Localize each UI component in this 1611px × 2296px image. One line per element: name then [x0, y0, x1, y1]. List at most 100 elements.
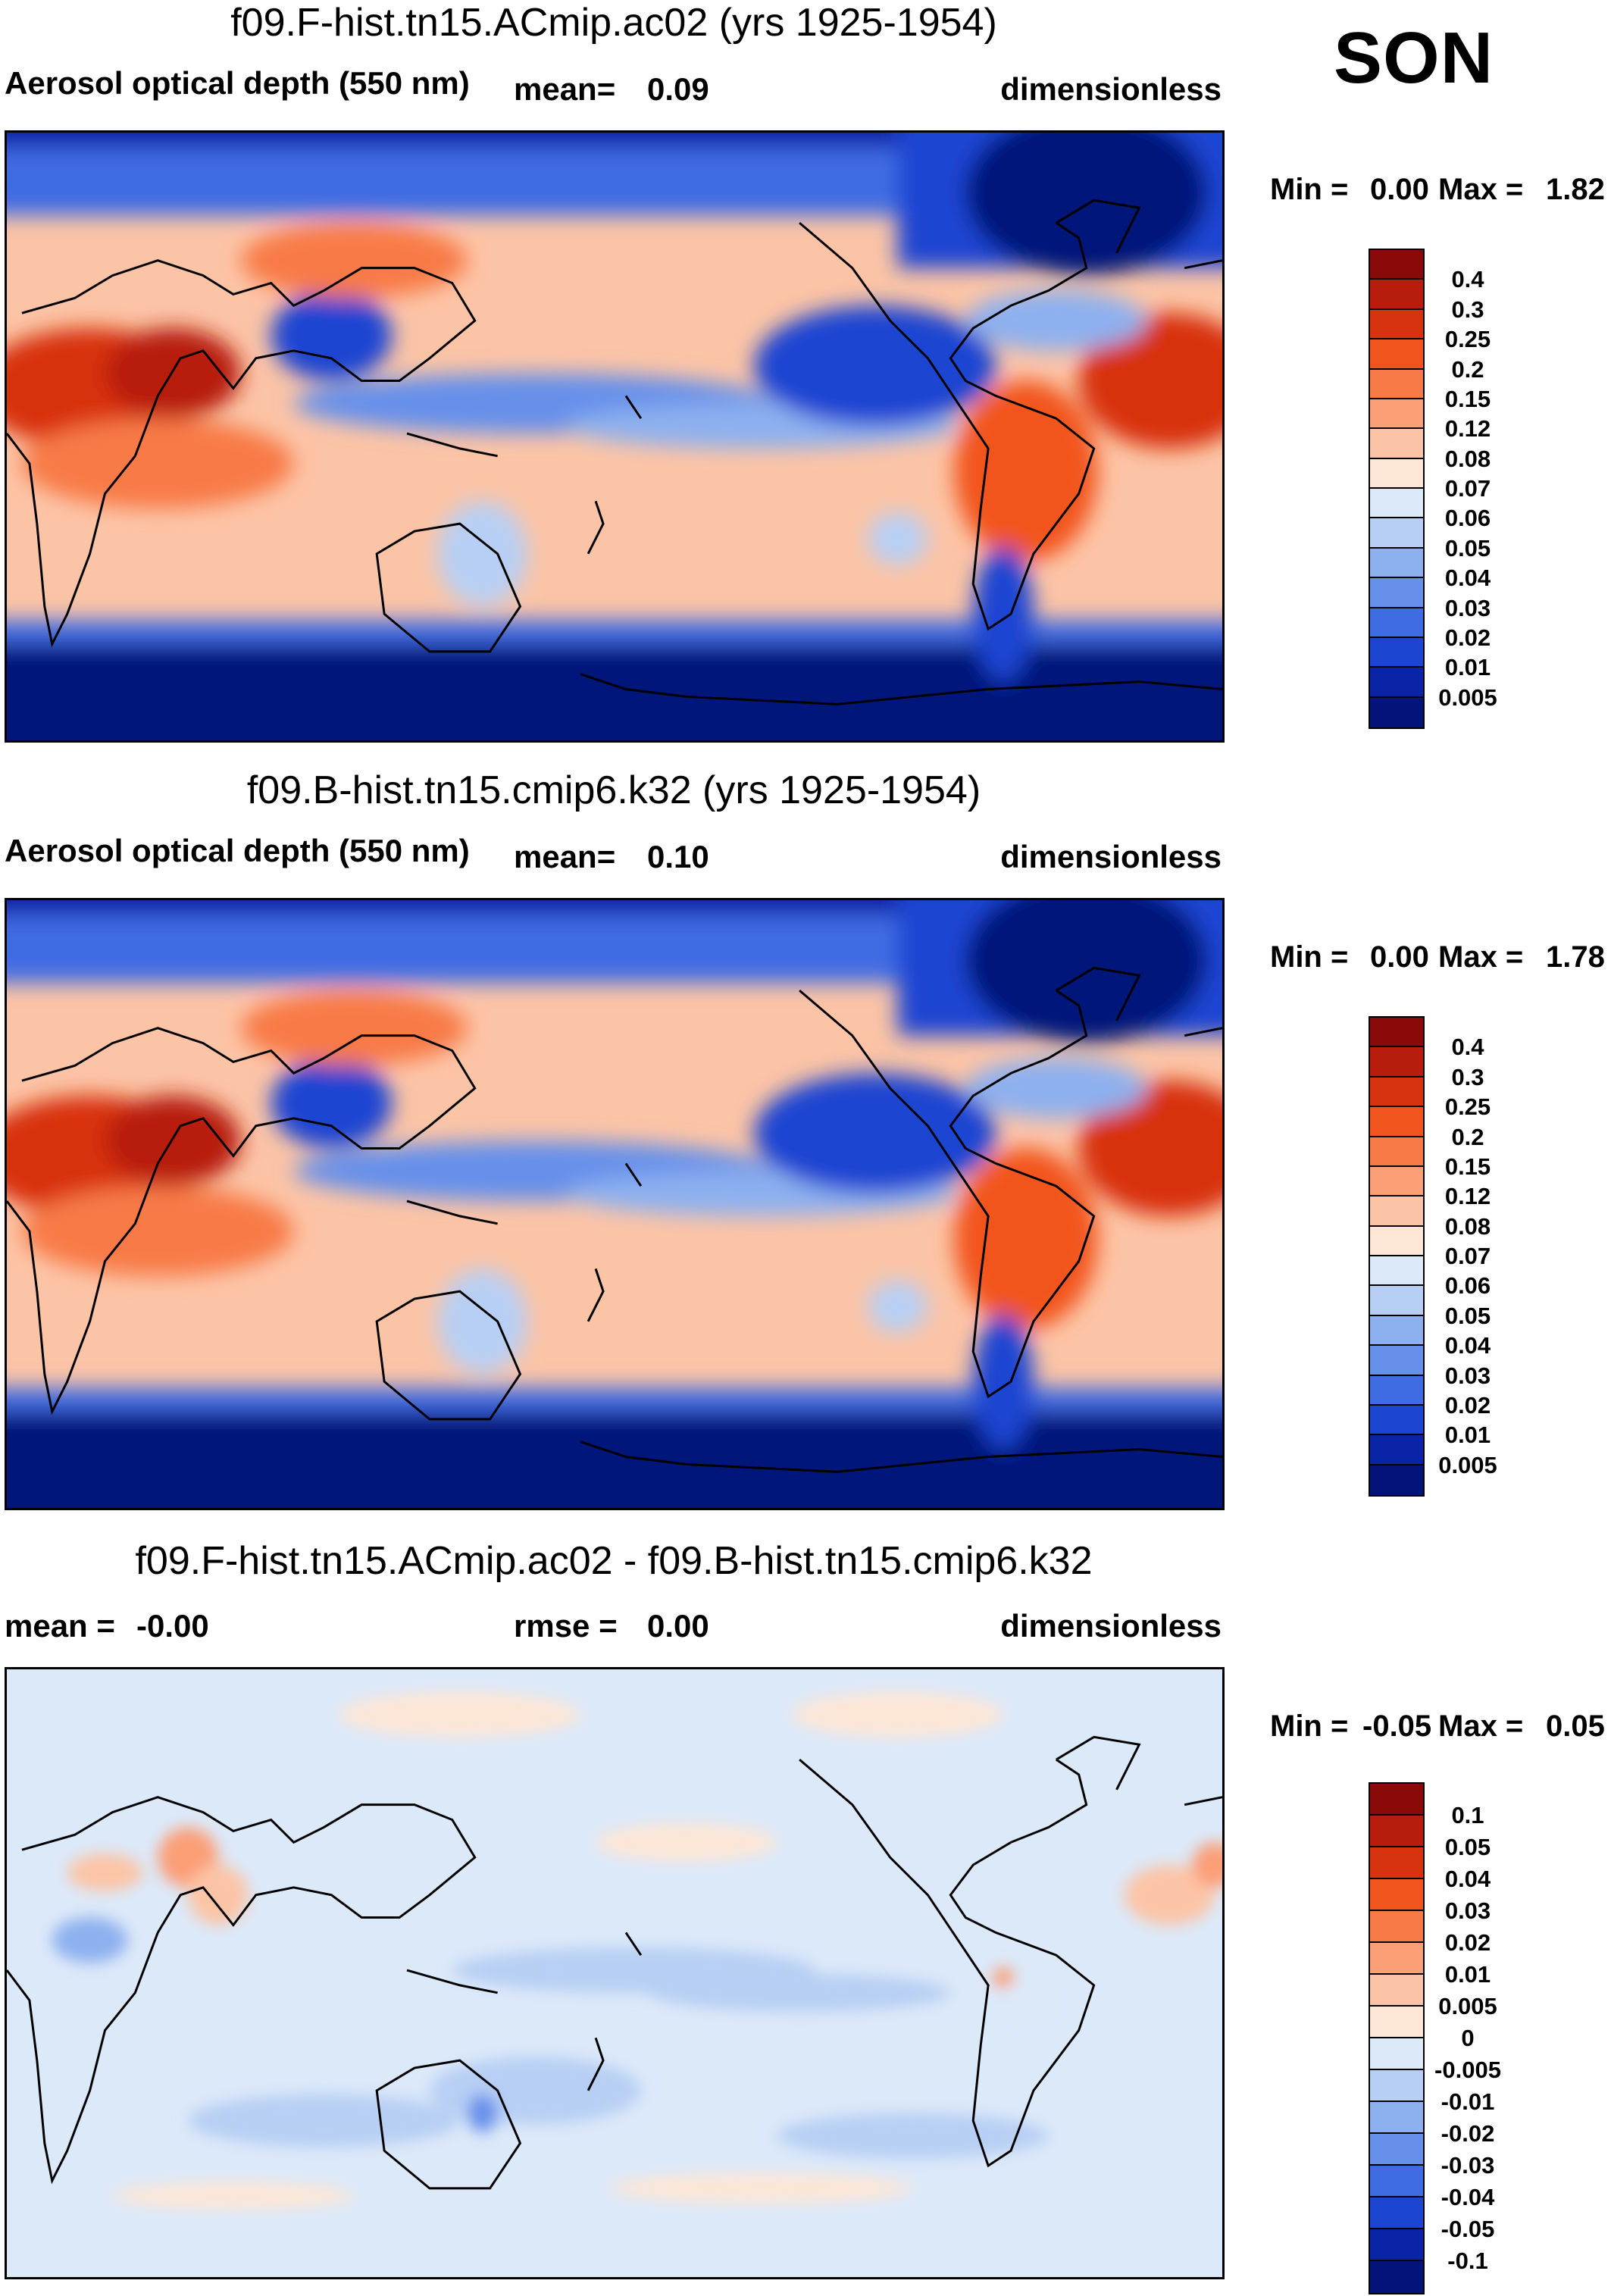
colorbar-tick-label: 0.04 [1444, 1332, 1491, 1359]
panel-3-map [5, 1667, 1225, 2279]
colorbar-tick-label: 0.4 [1451, 266, 1484, 293]
colorbar-tick-label: 0.05 [1444, 1302, 1491, 1329]
panel-3-min-value: -0.05 [1362, 1709, 1432, 1743]
colorbar-tick-label: 0.02 [1444, 1391, 1491, 1419]
panel-2-colorbar [1369, 1016, 1425, 1497]
colorbar-swatch [1370, 429, 1423, 459]
panel-1-colorbar [1369, 249, 1425, 729]
colorbar-swatch [1370, 1256, 1423, 1287]
colorbar-swatch [1370, 399, 1423, 430]
colorbar-tick-label: 0 [1461, 2025, 1475, 2051]
colorbar-swatch [1370, 2038, 1423, 2070]
colorbar-tick-label: 0.25 [1444, 326, 1491, 353]
panel-1: f09.F-hist.tn15.ACmip.ac02 (yrs 1925-195… [0, 0, 1611, 758]
panel-1-max-label: Max = [1438, 173, 1524, 206]
colorbar-swatch [1370, 1137, 1423, 1167]
colorbar-swatch [1370, 2197, 1423, 2229]
colorbar-swatch [1370, 2229, 1423, 2261]
panel-1-map-svg [7, 133, 1222, 740]
colorbar-swatch [1370, 250, 1423, 280]
colorbar-swatch [1370, 518, 1423, 549]
panel-2-map [5, 898, 1225, 1510]
colorbar-swatch [1370, 1346, 1423, 1376]
colorbar-swatch [1370, 1784, 1423, 1816]
colorbar-tick-label: 0.06 [1444, 505, 1491, 532]
panel-3-colorbar [1369, 1782, 1425, 2294]
colorbar-swatch [1370, 2007, 1423, 2038]
colorbar-tick-label: 0.2 [1451, 1123, 1484, 1150]
colorbar-tick-label: 0.07 [1444, 1243, 1491, 1269]
panel-1-variable: Aerosol optical depth (550 nm) [5, 65, 470, 101]
panel-3-rmse-label: rmse = [514, 1608, 618, 1644]
panel-1-title: f09.F-hist.tn15.ACmip.ac02 (yrs 1925-195… [230, 1, 997, 45]
colorbar-tick-label: -0.04 [1441, 2184, 1495, 2210]
panel-1-min-label: Min = [1270, 173, 1349, 206]
colorbar-swatch [1370, 1047, 1423, 1078]
panel-1-max-value: 1.82 [1546, 173, 1605, 206]
colorbar-tick-label: 0.3 [1451, 296, 1484, 323]
colorbar-swatch [1370, 1816, 1423, 1847]
panel-3-rmse-value: 0.00 [647, 1608, 709, 1644]
colorbar-swatch [1370, 668, 1423, 698]
colorbar-tick-label: -0.005 [1434, 2057, 1501, 2083]
colorbar-swatch [1370, 489, 1423, 519]
colorbar-swatch [1370, 2070, 1423, 2102]
panel-3-map-svg [7, 1669, 1222, 2277]
panel-2-map-svg [7, 900, 1222, 1508]
panel-2-variable: Aerosol optical depth (550 nm) [5, 833, 470, 868]
panel-1-map [5, 130, 1225, 743]
colorbar-tick-label: -0.05 [1441, 2216, 1495, 2242]
colorbar-swatch [1370, 369, 1423, 399]
colorbar-tick-label: 0.05 [1444, 1834, 1491, 1860]
colorbar-swatch [1370, 2261, 1423, 2293]
colorbar-tick-label: 0.1 [1451, 1802, 1484, 1828]
colorbar-tick-label: 0.03 [1444, 594, 1491, 621]
colorbar-swatch [1370, 339, 1423, 370]
colorbar-swatch [1370, 1315, 1423, 1347]
panel-3-min-label: Min = [1270, 1709, 1349, 1743]
colorbar-tick-label: 0.12 [1444, 415, 1491, 443]
colorbar-tick-label: -0.1 [1447, 2248, 1488, 2274]
colorbar-tick-label: 0.005 [1438, 1451, 1497, 1478]
panel-3-mean-value: -0.00 [136, 1608, 209, 1644]
panel-1-mean-value: 0.09 [647, 71, 709, 107]
colorbar-tick-label: 0.3 [1451, 1063, 1484, 1090]
colorbar-swatch [1370, 1226, 1423, 1256]
colorbar-tick-label: 0.04 [1444, 565, 1491, 592]
colorbar-swatch [1370, 1911, 1423, 1943]
colorbar-swatch [1370, 1435, 1423, 1465]
colorbar-swatch [1370, 1879, 1423, 1911]
panel-3: f09.F-hist.tn15.ACmip.ac02 - f09.B-hist.… [0, 1538, 1611, 2296]
colorbar-tick-label: 0.05 [1444, 534, 1491, 561]
colorbar-tick-label: 0.01 [1444, 1422, 1491, 1449]
colorbar-swatch [1370, 2166, 1423, 2197]
colorbar-swatch [1370, 697, 1423, 727]
colorbar-tick-label: 0.2 [1451, 355, 1484, 383]
panel-3-max-label: Max = [1438, 1709, 1524, 1743]
colorbar-tick-label: 0.01 [1444, 1961, 1491, 1988]
colorbar-tick-label: -0.01 [1441, 2088, 1495, 2115]
colorbar-tick-label: 0.02 [1444, 624, 1491, 651]
colorbar-swatch [1370, 1847, 1423, 1879]
colorbar-swatch [1370, 1018, 1423, 1048]
panel-1-min-value: 0.00 [1370, 173, 1429, 206]
colorbar-tick-label: 0.04 [1444, 1866, 1491, 1892]
panel-2: f09.B-hist.tn15.cmip6.k32 (yrs 1925-1954… [0, 768, 1611, 1525]
colorbar-swatch [1370, 458, 1423, 489]
panel-2-max-value: 1.78 [1546, 940, 1605, 974]
colorbar-tick-label: 0.005 [1438, 1993, 1497, 2019]
colorbar-tick-label: 0.4 [1451, 1034, 1484, 1061]
colorbar-swatch [1370, 608, 1423, 638]
panel-3-units: dimensionless [1000, 1608, 1222, 1644]
panel-2-units: dimensionless [1000, 839, 1222, 874]
panel-3-title: f09.F-hist.tn15.ACmip.ac02 - f09.B-hist.… [135, 1539, 1093, 1583]
panel-2-mean-label: mean= [514, 839, 616, 874]
colorbar-tick-label: 0.02 [1444, 1929, 1491, 1956]
colorbar-swatch [1370, 1465, 1423, 1495]
panel-2-mean-value: 0.10 [647, 839, 709, 874]
colorbar-tick-label: 0.15 [1444, 1153, 1491, 1180]
colorbar-tick-label: 0.25 [1444, 1093, 1491, 1121]
panel-3-max-value: 0.05 [1546, 1709, 1605, 1743]
colorbar-tick-label: 0.07 [1444, 475, 1491, 502]
colorbar-swatch [1370, 1943, 1423, 1975]
